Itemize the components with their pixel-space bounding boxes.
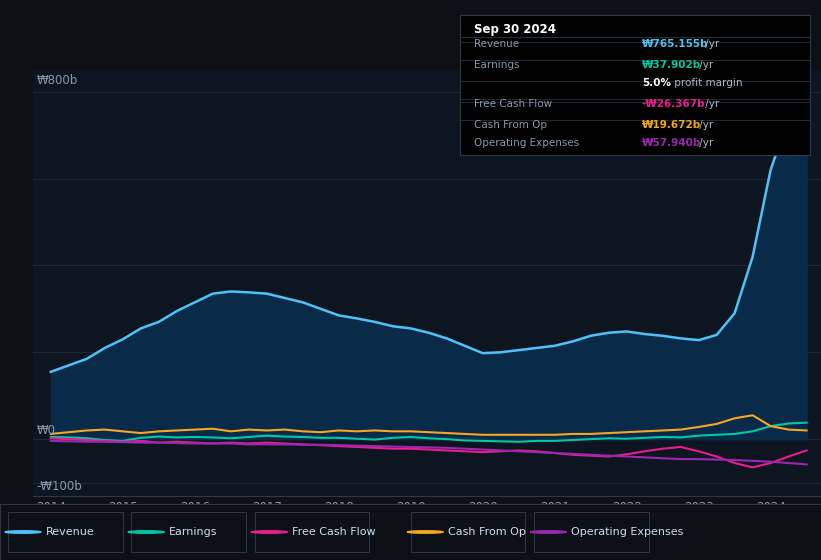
Text: ₩800b: ₩800b	[36, 74, 78, 87]
Text: /yr: /yr	[702, 39, 719, 49]
Text: Sep 30 2024: Sep 30 2024	[474, 24, 556, 36]
Text: ₩57.940b: ₩57.940b	[642, 138, 701, 148]
Text: /yr: /yr	[702, 99, 719, 109]
Circle shape	[251, 531, 287, 533]
Text: Revenue: Revenue	[46, 527, 94, 537]
Text: /yr: /yr	[696, 60, 713, 70]
Text: Operating Expenses: Operating Expenses	[474, 138, 580, 148]
Text: -₩100b: -₩100b	[36, 480, 82, 493]
Text: /yr: /yr	[696, 120, 713, 130]
Text: Earnings: Earnings	[474, 60, 520, 70]
Text: ₩765.155b: ₩765.155b	[642, 39, 709, 49]
Text: ₩19.672b: ₩19.672b	[642, 120, 701, 130]
Circle shape	[530, 531, 566, 533]
Text: Revenue: Revenue	[474, 39, 519, 49]
Text: ₩0: ₩0	[36, 424, 56, 437]
Text: Free Cash Flow: Free Cash Flow	[474, 99, 553, 109]
Text: -₩26.367b: -₩26.367b	[642, 99, 705, 109]
Text: 5.0%: 5.0%	[642, 78, 671, 88]
Text: Earnings: Earnings	[169, 527, 218, 537]
Text: ₩37.902b: ₩37.902b	[642, 60, 701, 70]
Text: Cash From Op: Cash From Op	[448, 527, 526, 537]
Circle shape	[128, 531, 164, 533]
Text: Free Cash Flow: Free Cash Flow	[292, 527, 376, 537]
Text: profit margin: profit margin	[671, 78, 742, 88]
Text: Cash From Op: Cash From Op	[474, 120, 547, 130]
Circle shape	[407, 531, 443, 533]
Text: Operating Expenses: Operating Expenses	[571, 527, 684, 537]
Text: /yr: /yr	[696, 138, 713, 148]
Circle shape	[5, 531, 41, 533]
